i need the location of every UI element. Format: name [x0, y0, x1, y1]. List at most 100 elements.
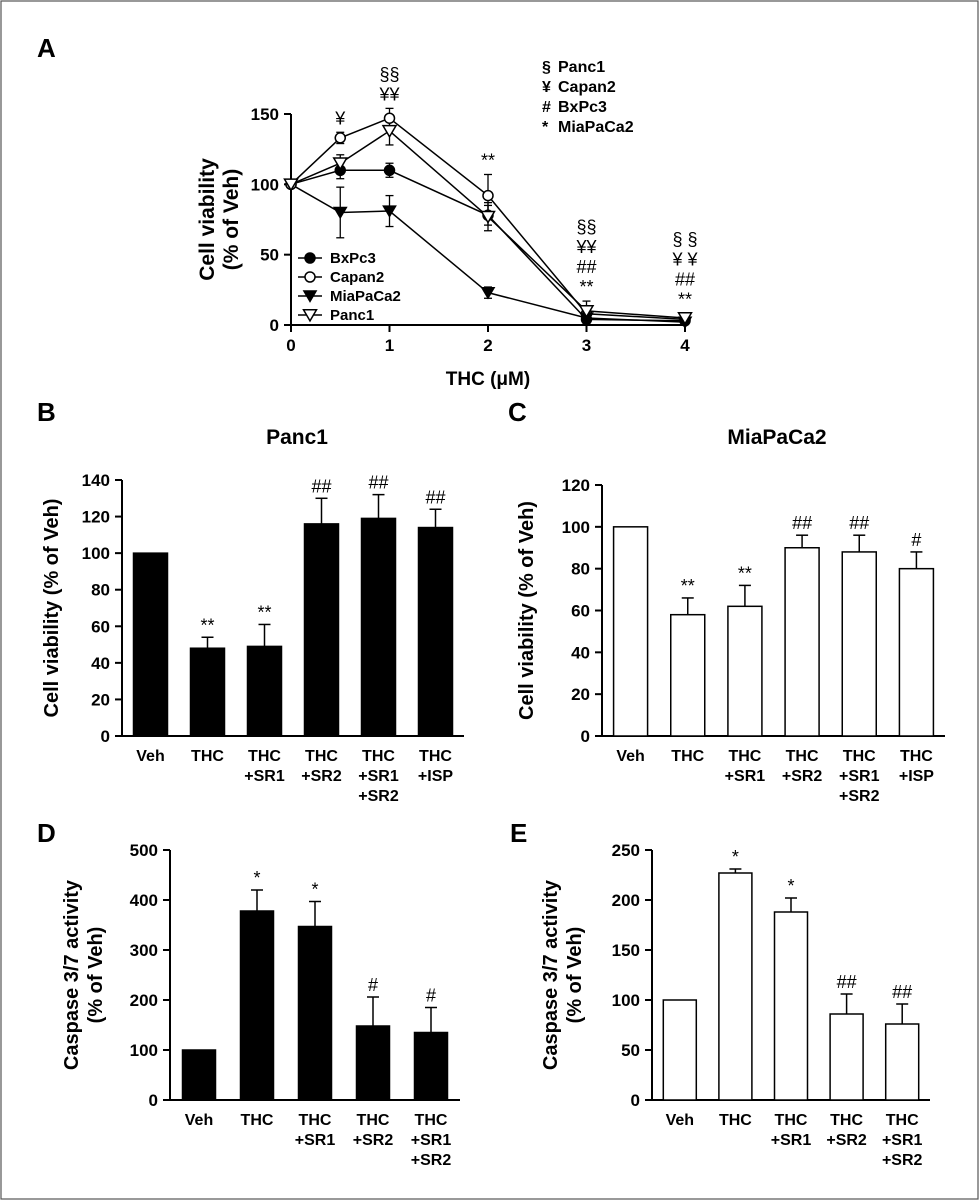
significance-label: # [911, 530, 921, 550]
x-tick-label: 3 [582, 336, 591, 355]
data-point-bxpc3 [383, 164, 396, 177]
x-category-label-line: Veh [136, 748, 164, 765]
x-category-label: THC +SR1 +SR2 [411, 1112, 452, 1169]
x-tick-label: 1 [385, 336, 394, 355]
y-axis-label: Caspase 3/7 activity (% of Veh) [540, 879, 586, 1070]
y-tick-label: 150 [251, 105, 279, 124]
x-category-label-line: +SR2 [411, 1152, 452, 1169]
data-point-panc1 [283, 178, 299, 192]
significance-label: ** [579, 277, 593, 297]
sig-key-name: Capan2 [558, 79, 616, 96]
significance-label: ## [849, 513, 869, 533]
significance-label: ## [892, 982, 912, 1002]
x-category-label-line: THC [419, 748, 452, 765]
x-category-label: Veh [136, 748, 164, 765]
y-tick-label: 50 [260, 246, 279, 265]
bar [413, 1031, 449, 1101]
x-category-label-line: +SR1 [839, 768, 880, 785]
sig-key-symbol: § [542, 59, 551, 76]
significance-label: * [311, 880, 318, 900]
significance-label: # [368, 975, 378, 995]
x-category-label-line: THC [775, 1112, 808, 1129]
bar [773, 911, 809, 1101]
y-tick-label: 150 [612, 941, 640, 960]
y-axis-label-line: (% of Veh) [85, 927, 107, 1024]
x-category-label-line: THC [786, 748, 819, 765]
x-category-label-line: Veh [666, 1112, 694, 1129]
data-point-miapaca2 [382, 205, 397, 218]
x-category-label-line: +SR2 [839, 788, 880, 805]
sig-key-symbol: * [542, 119, 549, 136]
y-tick-label: 100 [251, 175, 279, 194]
y-tick-label: 250 [612, 841, 640, 860]
x-category-label-line: THC [362, 748, 395, 765]
data-point-capan2 [334, 132, 346, 144]
bar [239, 910, 275, 1101]
y-tick-label: 200 [130, 991, 158, 1010]
bar [727, 605, 763, 737]
significance-label: ** [681, 576, 695, 596]
x-category-label: THC +SR2 [782, 748, 823, 785]
x-category-label-line: +SR2 [782, 768, 823, 785]
x-category-label-line: +SR2 [301, 768, 342, 785]
x-category-label: Veh [616, 748, 644, 765]
x-category-label: THC +SR1 [295, 1112, 336, 1149]
legend-label: BxPc3 [330, 250, 376, 267]
y-axis-label: Cell viability(% of Veh) [196, 158, 243, 281]
y-tick-label: 200 [612, 891, 640, 910]
y-tick-label: 120 [562, 476, 590, 495]
significance-label: ## [792, 513, 812, 533]
significance-label: # [426, 986, 436, 1006]
y-axis-label: Caspase 3/7 activity (% of Veh) [61, 879, 107, 1070]
y-tick-label: 500 [130, 841, 158, 860]
data-point-miapaca2 [480, 286, 496, 300]
bar [181, 1049, 217, 1101]
significance-label: ** [738, 563, 752, 583]
data-point-panc1 [381, 124, 398, 139]
panel-d-bar-chart: 0 100 200 300 400 500 Caspase 3/7 activity (% o… [61, 841, 460, 1169]
series-line-capan2 [290, 117, 686, 321]
bar [884, 1023, 920, 1101]
x-category-label-line: Veh [185, 1112, 213, 1129]
significance-label: §§ [576, 217, 596, 237]
x-category-label-line: +SR1 [358, 768, 399, 785]
panel-e-letter: E [510, 818, 527, 848]
bar [355, 1025, 391, 1101]
sig-key-name: BxPc3 [558, 99, 607, 116]
x-category-label: THC +SR1 +SR2 [358, 748, 399, 805]
x-category-label-line: THC [719, 1112, 752, 1129]
y-tick-label: 300 [130, 941, 158, 960]
significance-label: ## [425, 487, 445, 507]
x-category-label-line: +SR1 [411, 1132, 452, 1149]
x-category-label: THC [671, 748, 704, 765]
panel-a-line-chart: 0 50 100 150 0 1 2 3 4 THC (μM) Cell viability(% o… [196, 59, 698, 390]
x-category-label: Veh [666, 1112, 694, 1129]
significance-label: ** [200, 615, 214, 635]
x-category-label: THC +SR1 +SR2 [839, 748, 880, 805]
x-category-label: THC +SR2 [301, 748, 342, 785]
x-category-label-line: THC [830, 1112, 863, 1129]
x-category-label-line: Veh [616, 748, 644, 765]
panel-e-bar-chart: 0 50 100 150 200 250 Caspase 3/7 activity (% of… [540, 841, 930, 1169]
significance-label: ¥¥ [575, 237, 597, 257]
sig-key-symbol: ¥ [542, 79, 551, 96]
bar [841, 551, 877, 737]
x-category-label-line: THC [357, 1112, 390, 1129]
significance-label: ¥ ¥ [671, 250, 698, 270]
significance-label: ** [678, 290, 692, 310]
x-category-label: THC +SR1 [244, 748, 285, 785]
y-tick-label: 100 [82, 544, 110, 563]
x-category-label-line: THC [248, 748, 281, 765]
significance-label: ## [368, 473, 388, 493]
significance-label: ** [481, 150, 495, 170]
bar [784, 547, 820, 737]
y-axis-label-line: Caspase 3/7 activity [540, 879, 562, 1070]
y-axis-label-line: Caspase 3/7 activity [61, 879, 83, 1070]
sig-key-name: MiaPaCa2 [558, 119, 634, 136]
panel-d-letter: D [37, 818, 56, 848]
significance-label: ¥¥ [378, 84, 400, 104]
significance-label: § § [672, 230, 697, 250]
bar [417, 526, 454, 737]
y-axis-label: Cell viability (% of Veh) [41, 499, 63, 718]
